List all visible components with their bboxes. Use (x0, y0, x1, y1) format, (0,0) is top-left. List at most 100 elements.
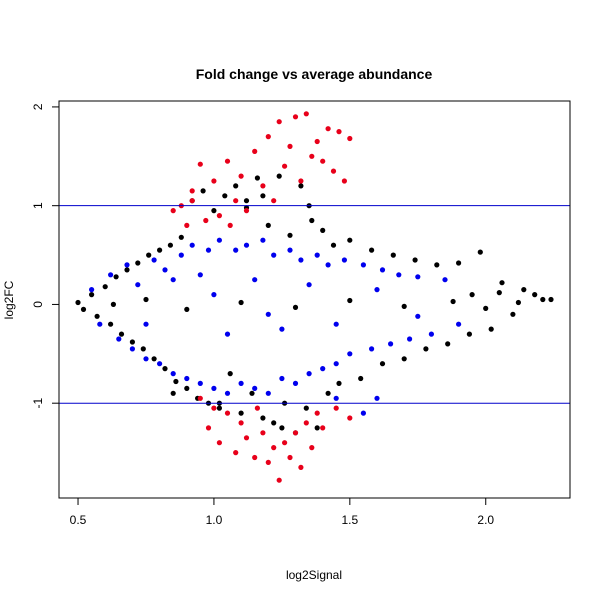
data-point (325, 390, 331, 396)
series-0 (75, 173, 554, 436)
data-point (265, 459, 271, 465)
data-point (265, 222, 271, 228)
data-point (233, 247, 239, 253)
data-point (369, 247, 375, 253)
data-point (146, 252, 152, 258)
data-point (143, 356, 149, 362)
data-point (442, 277, 448, 283)
data-point (279, 425, 285, 431)
data-point (140, 346, 146, 352)
data-point (260, 183, 266, 189)
data-point (157, 361, 163, 367)
data-point (271, 420, 277, 426)
data-point (189, 242, 195, 248)
data-point (407, 336, 413, 342)
data-point (233, 198, 239, 204)
data-point (488, 326, 494, 332)
data-point (347, 297, 353, 304)
data-point (401, 303, 407, 309)
data-point (347, 351, 353, 357)
data-point (233, 450, 239, 456)
data-point (143, 321, 149, 327)
data-point (143, 296, 149, 303)
data-point (205, 247, 212, 253)
x-tick-label: 0.5 (70, 513, 87, 527)
data-point (292, 304, 299, 310)
x-axis-label: log2Signal (286, 568, 342, 582)
data-point (309, 445, 315, 451)
x-tick-label: 1.0 (206, 513, 223, 527)
data-point (303, 111, 309, 117)
data-point (347, 415, 353, 421)
data-point (279, 326, 285, 332)
data-point (211, 208, 217, 214)
data-point (249, 390, 255, 396)
data-point (243, 198, 250, 204)
data-point (303, 420, 309, 426)
y-axis: -1 0 1 2 (31, 103, 60, 409)
x-tick-label: 1.5 (341, 513, 358, 527)
data-point (113, 274, 119, 280)
data-point (94, 313, 100, 319)
data-point (287, 454, 293, 461)
data-point (252, 148, 258, 154)
data-point (110, 301, 116, 307)
data-point (320, 158, 326, 164)
data-point (170, 277, 176, 283)
data-point (483, 305, 489, 311)
data-point (151, 257, 157, 263)
data-point (224, 410, 231, 416)
series-1 (89, 237, 462, 416)
data-point (360, 410, 366, 416)
data-point (412, 257, 418, 263)
data-point (306, 371, 312, 377)
data-point (124, 267, 130, 273)
data-point (189, 198, 195, 204)
data-point (390, 252, 396, 258)
data-point (336, 129, 342, 135)
y-tick-label: 1 (31, 202, 45, 209)
data-point (379, 361, 386, 367)
data-point (314, 410, 320, 416)
data-point (341, 257, 347, 263)
data-point (469, 292, 475, 298)
data-point (197, 380, 203, 386)
data-point (374, 287, 380, 293)
data-point (456, 321, 462, 327)
data-point (276, 477, 282, 483)
y-axis-label: log2FC (2, 280, 16, 319)
data-point (265, 134, 271, 140)
data-point (260, 430, 266, 436)
data-point (224, 390, 231, 396)
x-axis: 0.5 1.0 1.5 2.0 (70, 497, 494, 527)
data-point (178, 234, 184, 240)
chart-title: Fold change vs average abundance (196, 66, 433, 82)
data-point (173, 378, 179, 385)
data-point (224, 158, 231, 164)
data-point (336, 380, 342, 386)
data-point (222, 193, 228, 199)
data-point (129, 339, 135, 345)
data-point (124, 262, 130, 268)
data-point (374, 395, 380, 401)
data-point (320, 227, 326, 233)
data-point (254, 175, 260, 181)
data-point (216, 213, 222, 219)
data-point (252, 277, 258, 283)
data-point (292, 380, 299, 386)
data-point (197, 161, 203, 167)
data-point (238, 299, 244, 306)
data-point (401, 356, 407, 362)
data-point (287, 247, 293, 253)
data-point (184, 385, 190, 391)
series-2 (170, 111, 353, 483)
data-point (314, 252, 320, 258)
data-point (75, 299, 81, 306)
data-point (233, 183, 239, 189)
data-point (333, 321, 339, 327)
data-point (540, 296, 546, 303)
data-point (450, 298, 456, 305)
data-point (157, 247, 163, 253)
data-point (325, 126, 331, 132)
data-point (456, 260, 462, 266)
